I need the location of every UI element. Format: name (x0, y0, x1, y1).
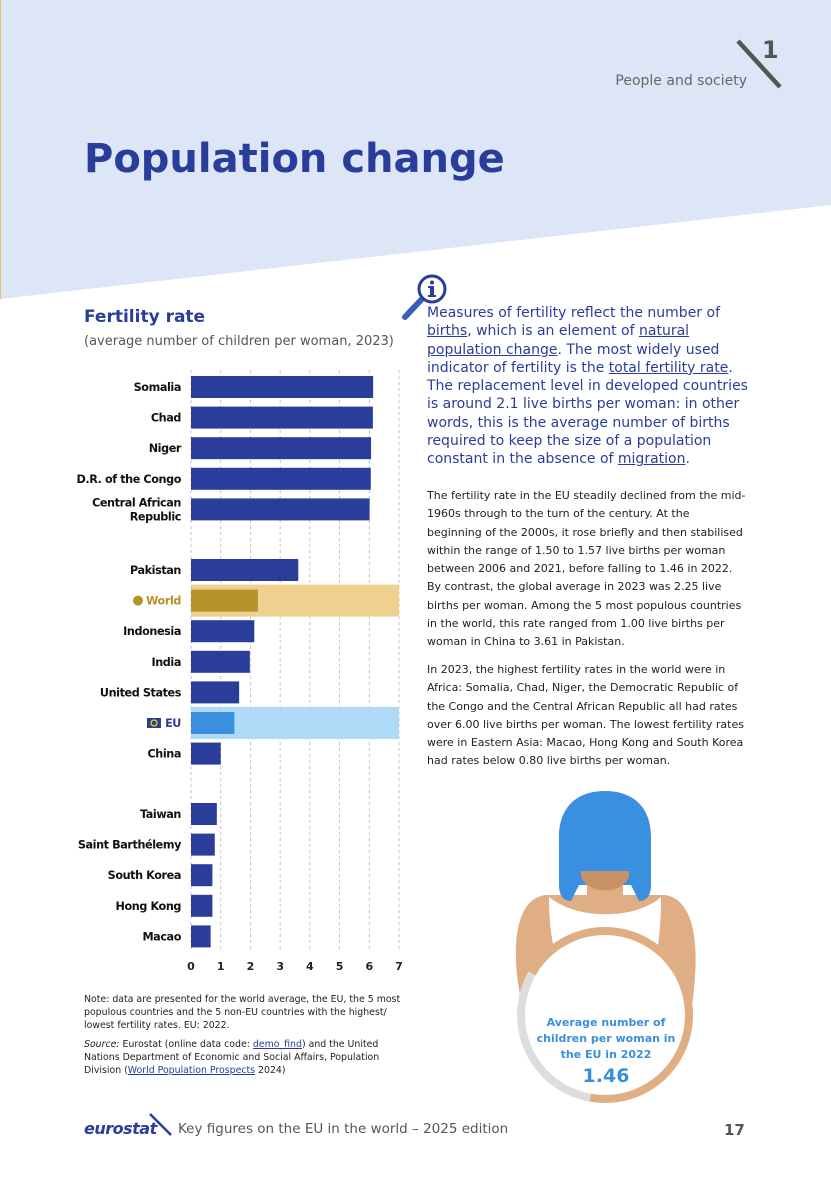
bar-niger (191, 437, 372, 460)
category-label-china: China (147, 748, 181, 761)
category-label-pakistan: Pakistan (130, 564, 181, 577)
glossary-link-natural-population-change[interactable]: natural population change (427, 323, 690, 358)
publication-title: Key figures on the EU in the world – 202… (178, 1121, 509, 1137)
body-paragraph-2: In 2023, the highest fertility rates in … (427, 663, 744, 768)
chart-note: Note: data are presented for the world a… (84, 994, 401, 1031)
woman-belly (521, 931, 689, 1099)
bar-central-african-republic (191, 498, 370, 521)
glossary-link-total-fertility-rate[interactable]: total fertility rate (608, 359, 729, 376)
woman-chin (581, 871, 629, 891)
chart-title: Fertility rate (84, 307, 206, 327)
source-link-wpp[interactable]: World Population Prospects (127, 1065, 256, 1076)
source-link-demo-find[interactable]: demo_find (252, 1039, 302, 1050)
category-label-central-african-republic: Republic (130, 510, 181, 523)
x-tick-label: 7 (395, 960, 403, 973)
fertility-progress-arc (528, 927, 693, 1103)
bar-somalia (191, 376, 374, 398)
infographic-value: 1.46 (582, 1065, 630, 1087)
info-magnifier-icon (402, 274, 447, 320)
x-tick-label: 0 (187, 960, 195, 973)
fertility-bar-chart: 0 1 2 3 4 5 6 7 Somalia Chad Niger D.R. of the Cong… (76, 370, 403, 973)
bar-china (191, 742, 221, 765)
category-label-d-r-of-the-congo: D.R. of the Congo (76, 473, 181, 486)
header-background (0, 0, 831, 299)
bar-india (191, 650, 250, 673)
infographic-label: Average number of children per woman in … (536, 1016, 676, 1061)
info-text-1: Measures of fertility reflect the number… (427, 305, 721, 321)
category-label-eu: EU (165, 717, 181, 730)
category-label-saint-barth-lemy: Saint Barthélemy (78, 839, 182, 852)
chart-subtitle: (average number of children per woman, 2… (84, 334, 394, 349)
category-label-indonesia: Indonesia (123, 625, 181, 638)
bar-d-r-of-the-congo (191, 467, 371, 490)
source-text-3: 2024) (255, 1065, 286, 1076)
eu-flag-stars (150, 719, 158, 727)
body-paragraph-1: The fertility rate in the EU steadily de… (427, 489, 746, 649)
info-text-2: , which is an element of (467, 323, 639, 340)
woman-infographic (515, 791, 696, 1103)
category-label-somalia: Somalia (134, 381, 181, 394)
chapter-slash-icon (736, 39, 782, 89)
chart-source: Source: Eurostat (online data code: demo… (84, 1038, 404, 1077)
x-tick-label: 1 (217, 960, 225, 973)
world-dot-icon (133, 595, 143, 606)
bar-chad (191, 406, 373, 429)
category-label-chad: Chad (151, 412, 182, 425)
section-label: People and society (615, 73, 747, 89)
glossary-link-migration[interactable]: migration (617, 451, 686, 468)
x-tick-label: 4 (306, 960, 314, 973)
source-text-2: ) and the United Nations Department of E… (84, 1039, 380, 1076)
source-text-1: Eurostat (online data code: (119, 1039, 253, 1050)
info-box: Measures of fertility reflect the number… (427, 304, 757, 469)
x-tick-label: 3 (276, 960, 284, 973)
info-text-4: . The replacement level in developed cou… (427, 359, 748, 468)
bar-hong-kong (191, 894, 213, 917)
page-number: 17 (724, 1121, 745, 1139)
category-label-south-korea: South Korea (108, 869, 181, 882)
category-label-hong-kong: Hong Kong (116, 900, 182, 913)
eurostat-logo: eurostat (84, 1119, 157, 1138)
info-text-5: . (685, 451, 690, 468)
bar-united-states (191, 681, 240, 704)
bar-macao (191, 925, 211, 948)
glossary-link-births[interactable]: births (427, 323, 468, 340)
category-label-taiwan: Taiwan (140, 808, 181, 821)
category-label-united-states: United States (100, 686, 182, 699)
page-title: Population change (84, 136, 505, 182)
bar-saint-barth-lemy (191, 833, 215, 856)
bar-taiwan (191, 803, 217, 825)
x-tick-label: 6 (365, 960, 373, 973)
x-tick-label: 2 (247, 960, 255, 973)
category-label-india: India (151, 656, 181, 669)
category-label-macao: Macao (142, 930, 181, 943)
bar-indonesia (191, 620, 255, 643)
footer-slash-icon (149, 1113, 172, 1136)
category-label-central-african-republic: Central African (92, 496, 181, 509)
source-lead: Source: (84, 1039, 120, 1050)
eu-flag-icon (147, 718, 161, 728)
info-text-3: . The most widely used indicator of fert… (427, 341, 720, 376)
x-tick-label: 5 (336, 960, 344, 973)
bar-eu (191, 712, 235, 734)
category-label-niger: Niger (149, 442, 182, 455)
chapter-number: 1 (762, 36, 779, 64)
bar-south-korea (191, 864, 213, 887)
bar-world (191, 589, 258, 612)
bar-pakistan (191, 559, 299, 581)
category-label-world: World (146, 595, 181, 608)
